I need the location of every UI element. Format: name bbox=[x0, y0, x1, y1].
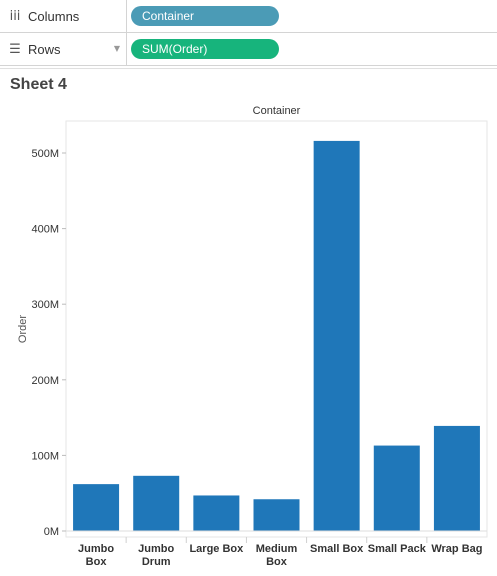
columns-label: Columns bbox=[28, 8, 80, 24]
bar bbox=[373, 445, 420, 531]
rows-shelf-label: ☰ Rows ▼ bbox=[0, 33, 127, 65]
x-tick-label: Wrap Bag bbox=[431, 543, 482, 555]
bar bbox=[313, 140, 360, 532]
columns-shelf[interactable]: iii Columns Container bbox=[0, 0, 497, 33]
sum-order-pill[interactable]: SUM(Order) bbox=[131, 39, 279, 59]
bar bbox=[133, 475, 180, 531]
x-tick-label: Drum bbox=[142, 556, 171, 568]
rows-label: Rows bbox=[28, 41, 61, 57]
x-tick-label: Box bbox=[266, 556, 288, 568]
bar bbox=[433, 425, 480, 531]
y-tick-label: 100M bbox=[31, 450, 59, 462]
rows-shelf[interactable]: ☰ Rows ▼ SUM(Order) bbox=[0, 33, 497, 66]
y-tick-label: 0M bbox=[44, 526, 59, 538]
x-tick-label: Large Box bbox=[189, 543, 244, 555]
columns-shelf-label: iii Columns bbox=[0, 0, 127, 32]
y-axis-title: Order bbox=[17, 315, 29, 343]
sheet-title: Sheet 4 bbox=[10, 76, 67, 93]
columns-icon: iii bbox=[9, 8, 21, 24]
rows-icon: ☰ bbox=[9, 41, 21, 57]
y-tick-label: 200M bbox=[31, 375, 59, 387]
x-tick-label: Small Pack bbox=[368, 543, 427, 555]
x-tick-label: Jumbo bbox=[78, 543, 114, 555]
y-tick-label: 400M bbox=[31, 224, 59, 236]
y-tick-label: 300M bbox=[31, 299, 59, 311]
bar bbox=[253, 499, 300, 531]
x-tick-label: Small Box bbox=[310, 543, 364, 555]
x-tick-label: Medium bbox=[256, 543, 298, 555]
x-tick-label: Jumbo bbox=[138, 543, 174, 555]
bar bbox=[73, 484, 120, 531]
y-tick-label: 500M bbox=[31, 148, 59, 160]
x-tick-label: Box bbox=[86, 556, 108, 568]
container-pill[interactable]: Container bbox=[131, 6, 279, 26]
chevron-down-icon[interactable]: ▼ bbox=[113, 44, 120, 53]
plot-area bbox=[65, 120, 488, 538]
bar bbox=[193, 495, 240, 531]
sheet-divider bbox=[0, 68, 497, 69]
column-header: Container bbox=[253, 105, 301, 117]
